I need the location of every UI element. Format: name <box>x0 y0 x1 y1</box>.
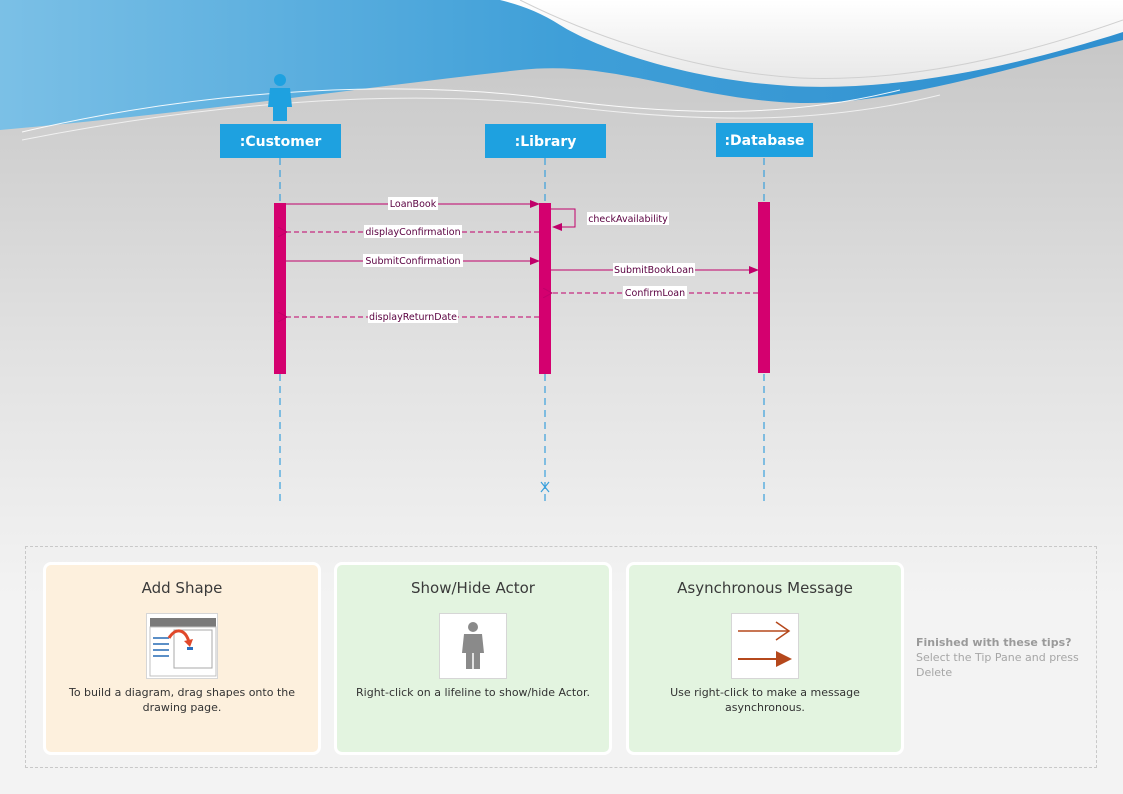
message-submitconfirmation[interactable]: SubmitConfirmation <box>286 254 540 267</box>
message-displayreturndate-label: displayReturnDate <box>369 312 457 323</box>
finished-text: Select the Tip Pane and press Delete <box>916 651 1079 679</box>
message-checkavailability[interactable]: checkAvailability <box>551 208 669 231</box>
lifeline-customer-head[interactable]: :Customer <box>220 124 341 158</box>
message-submitconfirmation-label: SubmitConfirmation <box>365 256 460 267</box>
tip-title: Asynchronous Message <box>677 579 853 597</box>
message-displayreturndate[interactable]: displayReturnDate <box>287 310 539 323</box>
tip-pane[interactable]: Add Shape To build a diagram, drag shape… <box>25 546 1097 768</box>
lifeline-library-label: :Library <box>515 134 577 150</box>
actor-figure-icon[interactable] <box>268 74 292 121</box>
message-loanbook-label: LoanBook <box>390 199 437 210</box>
tip-description: Right-click on a lifeline to show/hide A… <box>356 686 590 699</box>
tip-title: Show/Hide Actor <box>411 579 535 597</box>
message-loanbook[interactable]: LoanBook <box>286 197 540 210</box>
message-confirmloan-label: ConfirmLoan <box>625 288 685 299</box>
lifeline-library-head[interactable]: :Library <box>485 124 606 158</box>
message-submitbookloan-label: SubmitBookLoan <box>614 265 694 276</box>
tip-description: Use right-click to make a message asynch… <box>670 686 860 714</box>
async-arrows-icon <box>731 613 799 679</box>
destroy-mark-icon <box>540 481 550 493</box>
lifeline-customer-label: :Customer <box>240 134 322 150</box>
tip-card-show-hide-actor: Show/Hide Actor Right-click on a lifelin… <box>334 562 612 755</box>
message-confirmloan[interactable]: ConfirmLoan <box>552 286 758 299</box>
activation-bar-customer[interactable] <box>274 203 286 374</box>
finished-heading: Finished with these tips? <box>916 636 1072 649</box>
tip-title: Add Shape <box>141 579 223 597</box>
sequence-diagram: :Customer :Library :Database LoanBook ch… <box>220 74 813 504</box>
activation-bar-library[interactable] <box>539 203 551 374</box>
message-checkavailability-label: checkAvailability <box>588 214 668 225</box>
message-submitbookloan[interactable]: SubmitBookLoan <box>551 263 759 276</box>
actor-figure-icon <box>439 613 507 679</box>
tip-card-add-shape: Add Shape To build a diagram, drag shape… <box>43 562 321 755</box>
message-displayconfirmation-label: displayConfirmation <box>365 227 460 238</box>
message-displayconfirmation[interactable]: displayConfirmation <box>287 225 539 238</box>
add-shape-thumbnail-icon <box>146 613 218 679</box>
tip-description: To build a diagram, drag shapes onto the… <box>68 686 296 714</box>
lifeline-database-label: :Database <box>724 133 804 149</box>
lifeline-database-head[interactable]: :Database <box>716 123 813 157</box>
tip-card-asynchronous-message: Asynchronous Message Use right-click to … <box>626 562 904 755</box>
activation-bar-database[interactable] <box>758 202 770 373</box>
finished-tips-note: Finished with these tips? Select the Tip… <box>916 635 1091 680</box>
